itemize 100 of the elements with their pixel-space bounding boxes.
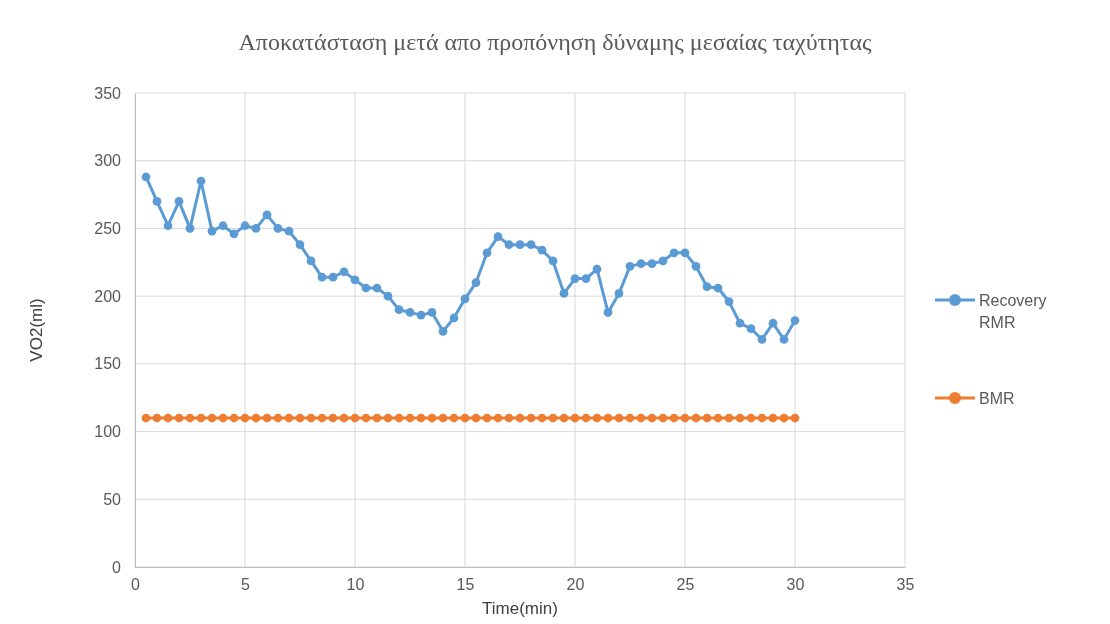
point	[779, 413, 789, 423]
point	[339, 267, 349, 277]
point	[185, 413, 195, 423]
point	[482, 413, 492, 423]
point	[559, 413, 569, 423]
point	[680, 248, 690, 258]
point	[603, 413, 613, 423]
point	[427, 308, 437, 317]
point	[669, 248, 679, 258]
point	[240, 413, 250, 423]
point	[713, 413, 723, 423]
point	[757, 413, 767, 423]
x-tick-label: 0	[131, 576, 141, 594]
y-tick-label: 150	[94, 355, 122, 373]
point	[317, 272, 327, 282]
point	[361, 413, 371, 423]
point	[317, 413, 327, 423]
point	[328, 272, 338, 282]
point	[493, 413, 503, 423]
point	[273, 224, 283, 233]
point	[724, 413, 734, 423]
point	[152, 413, 162, 423]
x-tick-label: 15	[456, 576, 475, 594]
x-tick-label: 20	[566, 576, 585, 594]
point	[515, 240, 525, 250]
point	[548, 256, 558, 266]
point	[350, 275, 360, 285]
point	[724, 297, 734, 306]
point	[680, 413, 690, 423]
point	[207, 413, 217, 423]
point	[328, 413, 338, 423]
point	[229, 413, 239, 423]
point	[251, 224, 261, 233]
y-tick-label: 0	[112, 558, 122, 576]
point	[471, 413, 481, 423]
point	[350, 413, 360, 423]
point	[163, 413, 173, 423]
point	[768, 413, 778, 423]
point	[174, 196, 184, 206]
point	[735, 318, 745, 328]
point	[647, 413, 657, 423]
point	[625, 261, 635, 271]
point	[218, 413, 228, 423]
point	[174, 413, 184, 423]
point	[372, 413, 382, 423]
x-tick-label: 25	[676, 576, 695, 594]
point	[493, 232, 503, 241]
point	[636, 259, 646, 268]
point	[405, 308, 415, 317]
point	[262, 413, 272, 423]
point	[548, 413, 558, 423]
point	[449, 413, 459, 423]
point	[570, 274, 580, 283]
point	[746, 413, 756, 423]
point	[581, 413, 591, 423]
point	[614, 413, 624, 423]
point	[152, 196, 162, 206]
point	[427, 413, 437, 423]
x-tick-label: 10	[346, 576, 365, 594]
point	[141, 413, 151, 423]
point	[526, 240, 536, 250]
y-tick-label: 100	[94, 423, 122, 441]
legend-label: BMR	[979, 390, 1015, 407]
point	[416, 413, 426, 423]
point	[449, 313, 459, 323]
point	[702, 413, 712, 423]
y-tick-label: 350	[94, 84, 122, 102]
point	[768, 318, 778, 328]
point	[482, 248, 492, 258]
point	[603, 308, 613, 317]
point	[306, 256, 316, 266]
x-tick-label: 5	[241, 576, 251, 594]
point	[394, 413, 404, 423]
point	[383, 291, 393, 301]
point	[416, 310, 426, 320]
y-tick-label: 250	[94, 220, 122, 238]
point	[240, 221, 250, 231]
point	[295, 413, 305, 423]
point	[251, 413, 261, 423]
point	[636, 413, 646, 423]
point	[790, 316, 800, 325]
point	[735, 413, 745, 423]
point	[141, 172, 151, 182]
point	[229, 229, 239, 239]
point	[537, 413, 547, 423]
x-tick-label: 30	[786, 576, 805, 594]
y-axis-title: VO2(ml)	[27, 298, 46, 362]
point	[218, 221, 228, 231]
point	[471, 278, 481, 287]
point	[383, 413, 393, 423]
point	[438, 326, 448, 336]
point	[658, 256, 668, 266]
point	[460, 413, 470, 423]
point	[581, 274, 591, 283]
point	[537, 245, 547, 255]
point	[526, 413, 536, 423]
point	[262, 210, 272, 220]
point	[592, 264, 602, 274]
chart-title: Αποκατάσταση μετά απο προπόνηση δύναμης μεσαίας ταχύτητας	[238, 29, 872, 55]
point	[779, 335, 789, 344]
